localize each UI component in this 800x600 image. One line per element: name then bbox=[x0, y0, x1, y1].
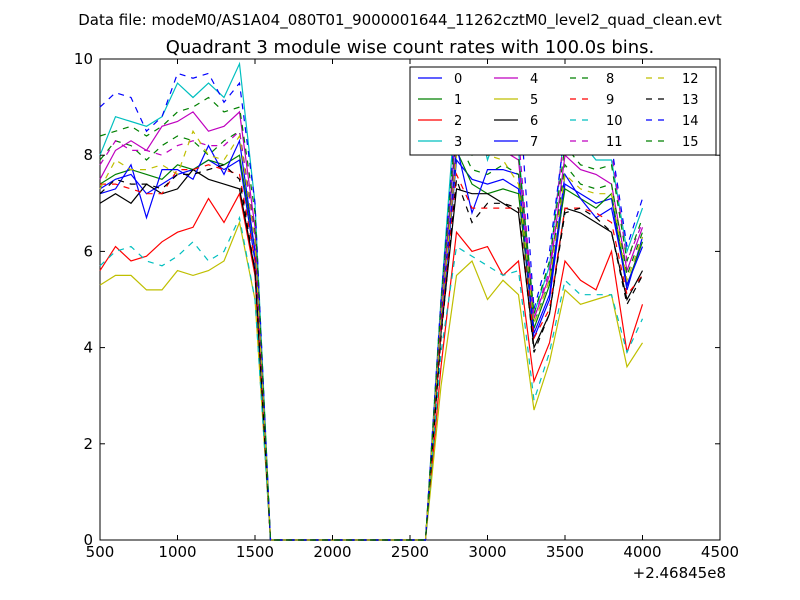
series-line-10 bbox=[99, 215, 644, 541]
axis-ticks: 500 1000 1500 2000 2500 3000 3500 4000 4500 0 2 4 6 8… bbox=[74, 50, 739, 561]
legend-label-4: 4 bbox=[530, 72, 538, 87]
series-line-12 bbox=[99, 100, 644, 541]
y-tick-label: 2 bbox=[83, 435, 93, 453]
legend-label-6: 6 bbox=[530, 114, 538, 129]
x-tick-label: 2500 bbox=[391, 543, 429, 561]
legend-label-11: 11 bbox=[606, 135, 623, 150]
series-group bbox=[99, 61, 644, 541]
legend-label-2: 2 bbox=[454, 114, 462, 129]
legend-label-7: 7 bbox=[530, 135, 538, 150]
x-axis-offset-label: +2.46845e8 bbox=[633, 564, 726, 582]
y-tick-label: 0 bbox=[83, 531, 93, 549]
legend-box bbox=[409, 66, 717, 156]
legend-label-0: 0 bbox=[454, 72, 462, 87]
legend-label-3: 3 bbox=[454, 135, 462, 150]
y-tick-label: 4 bbox=[83, 339, 93, 357]
legend-label-10: 10 bbox=[606, 114, 623, 129]
y-tick-label: 8 bbox=[83, 146, 93, 164]
legend-label-1: 1 bbox=[454, 93, 462, 108]
legend-label-15: 15 bbox=[682, 135, 699, 150]
legend-label-14: 14 bbox=[682, 114, 699, 129]
legend-label-5: 5 bbox=[530, 93, 538, 108]
x-tick-label: 4500 bbox=[701, 543, 739, 561]
x-tick-label: 500 bbox=[86, 543, 115, 561]
legend-label-12: 12 bbox=[682, 72, 699, 87]
x-tick-label: 3500 bbox=[546, 543, 584, 561]
chart-suptitle: Data file: modeM0/AS1A04_080T01_90000016… bbox=[78, 11, 722, 30]
x-tick-label: 4000 bbox=[623, 543, 661, 561]
legend-label-9: 9 bbox=[606, 93, 614, 108]
legend-label-8: 8 bbox=[606, 72, 614, 87]
x-tick-label: 3000 bbox=[468, 543, 506, 561]
x-tick-label: 1000 bbox=[158, 543, 196, 561]
series-line-13 bbox=[99, 164, 644, 541]
x-tick-label: 2000 bbox=[313, 543, 351, 561]
legend-label-13: 13 bbox=[682, 93, 699, 108]
series-line-15 bbox=[99, 96, 644, 541]
chart-title: Quadrant 3 module wise count rates with … bbox=[166, 37, 655, 58]
x-tick-label: 1500 bbox=[236, 543, 274, 561]
y-tick-label: 6 bbox=[83, 242, 93, 260]
y-tick-label: 10 bbox=[74, 50, 93, 68]
